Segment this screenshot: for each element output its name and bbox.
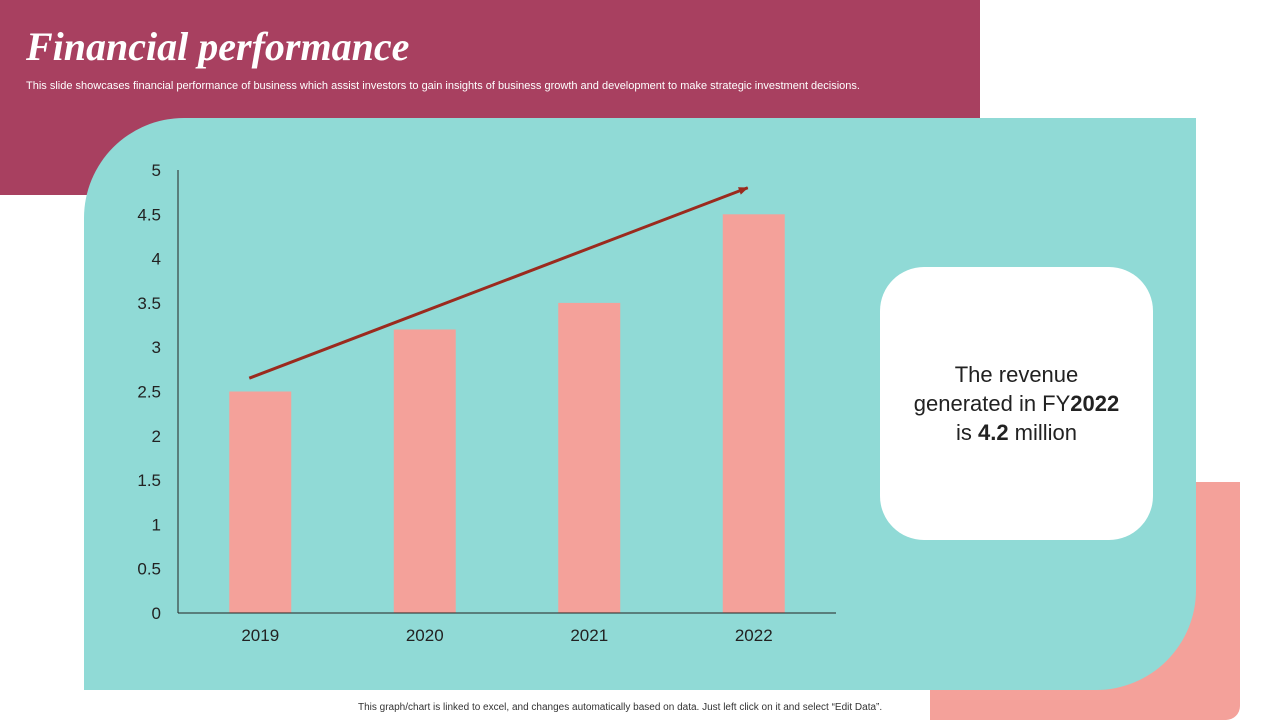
x-tick-label: 2020	[406, 626, 444, 645]
x-tick-label: 2022	[735, 626, 773, 645]
y-tick-label: 4	[152, 250, 161, 269]
revenue-info-box: The revenue generated in FY2022 is 4.2 m…	[880, 267, 1153, 540]
y-tick-label: 3.5	[137, 294, 161, 313]
bar-2019[interactable]	[229, 391, 292, 614]
y-tick-label: 5	[152, 161, 161, 180]
footer-note: This graph/chart is linked to excel, and…	[358, 702, 883, 713]
y-tick-label: 4.5	[137, 205, 161, 224]
x-tick-label: 2021	[570, 626, 608, 645]
info-line-3-suffix: million	[1008, 420, 1078, 445]
y-tick-label: 0	[152, 604, 161, 623]
trend-arrow	[248, 186, 749, 380]
bar-2021[interactable]	[558, 302, 621, 613]
bar-2020[interactable]	[393, 329, 456, 613]
revenue-info-text: The revenue generated in FY2022 is 4.2 m…	[897, 360, 1137, 447]
y-tick-label: 2	[152, 427, 161, 446]
page-subtitle: This slide showcases financial performan…	[26, 80, 860, 92]
info-fy-value: 2022	[1070, 391, 1120, 416]
x-tick-label: 2019	[241, 626, 279, 645]
bar-2022[interactable]	[722, 214, 785, 614]
info-line-3-prefix: is	[955, 420, 978, 445]
page-title: Financial performance	[26, 24, 410, 69]
info-line-2-prefix: generated in FY	[913, 391, 1071, 416]
y-tick-label: 3	[152, 338, 161, 357]
info-revenue-value: 4.2	[977, 420, 1009, 445]
y-tick-label: 1	[152, 515, 161, 534]
y-tick-label: 2.5	[137, 383, 161, 402]
info-line-1: The revenue	[954, 362, 1079, 387]
y-tick-label: 0.5	[137, 560, 161, 579]
y-tick-label: 1.5	[137, 471, 161, 490]
